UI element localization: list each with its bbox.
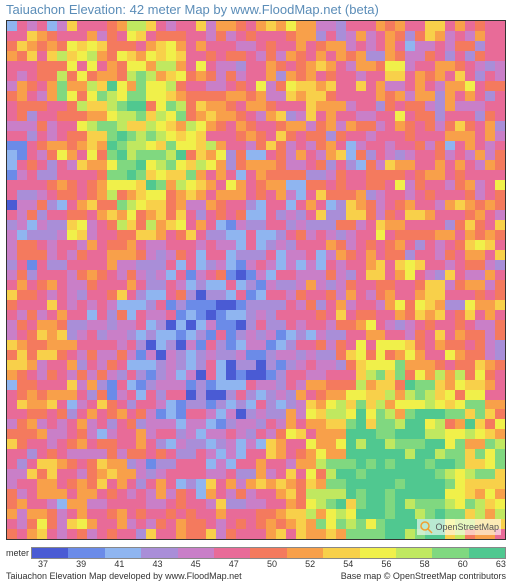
legend-tick: 60 (458, 559, 468, 569)
legend-segment (432, 548, 468, 558)
legend-segment (141, 548, 177, 558)
legend-tick: 45 (191, 559, 201, 569)
legend-segment (178, 548, 214, 558)
legend-tick: 37 (38, 559, 48, 569)
legend-segment (214, 548, 250, 558)
map-container: Taiuachon Elevation: 42 meter Map by www… (0, 0, 512, 582)
legend-ticks: 37 39 41 43 45 47 50 52 54 56 58 60 63 (38, 559, 506, 569)
page-title: Taiuachon Elevation: 42 meter Map by www… (6, 2, 379, 17)
legend-segment (250, 548, 286, 558)
legend-tick: 41 (114, 559, 124, 569)
legend-tick: 54 (343, 559, 353, 569)
footer-credit: Taiuachon Elevation Map developed by www… (6, 571, 242, 581)
legend-colorbar (31, 547, 506, 559)
legend-tick: 50 (267, 559, 277, 569)
heatmap-grid (7, 21, 505, 539)
legend-tick: 56 (381, 559, 391, 569)
legend-segment (68, 548, 104, 558)
legend-tick: 47 (229, 559, 239, 569)
map-attribution: OpenStreetMap (417, 519, 501, 535)
legend-segment (323, 548, 359, 558)
legend-tick: 39 (76, 559, 86, 569)
legend-segment (396, 548, 432, 558)
footer: Taiuachon Elevation Map developed by www… (6, 571, 506, 581)
legend-segment (287, 548, 323, 558)
magnifier-icon (419, 520, 433, 534)
legend-tick: 63 (496, 559, 506, 569)
attribution-text: OpenStreetMap (435, 522, 499, 532)
footer-basemap: Base map © OpenStreetMap contributors (341, 571, 506, 581)
legend-tick: 43 (152, 559, 162, 569)
legend-segment (105, 548, 141, 558)
elevation-map: OpenStreetMap (6, 20, 506, 540)
legend-unit-label: meter (6, 548, 29, 558)
legend-tick: 52 (305, 559, 315, 569)
legend-segment (469, 548, 505, 558)
legend-segment (32, 548, 68, 558)
legend-segment (360, 548, 396, 558)
legend-tick: 58 (420, 559, 430, 569)
